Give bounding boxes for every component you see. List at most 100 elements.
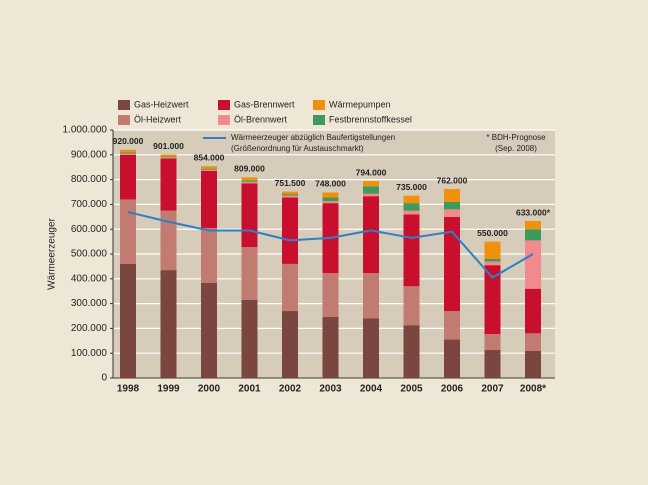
bar-segment: [444, 311, 460, 340]
x-tick-label: 2000: [198, 384, 221, 395]
legend-swatch: [313, 100, 325, 110]
x-tick-label: 1998: [117, 384, 140, 395]
legend-label: Festbrennstoffkessel: [329, 114, 412, 124]
bar-segment: [241, 181, 258, 184]
bar-segment: [282, 195, 298, 198]
bar-segment: [201, 169, 217, 171]
bar-segment: [160, 270, 177, 378]
note: * BDH-Prognose: [486, 133, 546, 142]
total-label: 748.000: [315, 179, 346, 189]
bar-segment: [282, 194, 298, 196]
bar-segment: [322, 192, 339, 198]
bar-segment: [120, 154, 136, 200]
bar-segment: [363, 186, 379, 194]
bar-segment: [160, 157, 177, 159]
legend-label: Öl-Heizwert: [134, 114, 182, 124]
total-label: 920.000: [113, 136, 144, 146]
bar-segment: [201, 168, 217, 170]
bar-segment: [241, 299, 258, 378]
bar-segment: [525, 333, 541, 351]
bar-segment: [484, 349, 501, 378]
bar-segment: [484, 265, 501, 335]
bar-segment: [282, 197, 298, 264]
bar-segment: [120, 199, 136, 264]
bar-segment: [322, 316, 339, 378]
bar-segment: [484, 241, 501, 259]
x-tick-label: 2008*: [520, 384, 546, 395]
total-label: 794.000: [356, 167, 387, 177]
total-label: 854.000: [194, 152, 225, 162]
bar-segment: [160, 154, 177, 157]
line-series: [127, 211, 534, 279]
bar-segment: [322, 201, 339, 204]
bar-segment: [525, 288, 541, 334]
y-axis-label: Wärmeerzeuger: [47, 217, 58, 289]
bar-segment: [525, 221, 541, 230]
bar-segment: [403, 210, 420, 215]
bar-segment: [403, 214, 420, 287]
bar-segment: [484, 261, 501, 266]
legend-swatch: [118, 115, 130, 125]
x-tick-label: 2007: [481, 384, 504, 395]
total-label: 901.000: [153, 141, 184, 151]
bar-segment: [241, 183, 258, 248]
x-tick-label: 2005: [400, 384, 423, 395]
bar-segment: [201, 227, 217, 284]
y-tick-label: 900.000: [71, 149, 108, 160]
bar-segment: [444, 189, 460, 202]
bar-segment: [403, 195, 420, 204]
x-tick-label: 1999: [157, 384, 180, 395]
bar-segment: [282, 263, 298, 312]
bar-segment: [363, 181, 379, 187]
legend-swatch: [218, 115, 230, 125]
bar-segment: [363, 273, 379, 319]
legend-label: Öl-Brennwert: [234, 114, 288, 124]
x-tick-label: 2001: [238, 384, 261, 395]
bar-segment: [241, 177, 258, 181]
bar-segment: [363, 318, 379, 378]
bar-segment: [201, 283, 217, 378]
bar-segment: [322, 273, 339, 317]
bar-segment: [403, 286, 420, 326]
y-tick-label: 600.000: [71, 224, 108, 235]
bar-segment: [484, 258, 501, 262]
total-label: 550.000: [477, 228, 508, 238]
bar-segment: [201, 170, 217, 228]
bar-segment: [444, 216, 460, 312]
legend-label: (Größenordnung für Austauschmarkt): [231, 144, 364, 153]
total-label: 751.500: [275, 178, 306, 188]
x-tick-label: 2004: [360, 384, 383, 395]
bar-segment: [160, 158, 177, 211]
bar-segment: [363, 196, 379, 274]
bar-segment: [444, 339, 460, 378]
y-tick-label: 200.000: [71, 323, 108, 334]
y-tick-label: 1.000.000: [63, 125, 108, 136]
bar-segment: [120, 153, 136, 155]
legend-swatch: [118, 100, 130, 110]
y-tick-label: 400.000: [71, 273, 108, 284]
bar-segment: [160, 156, 177, 158]
bar-segment: [322, 197, 339, 202]
bar-segment: [525, 229, 541, 241]
bar-segment: [120, 149, 136, 153]
total-label: 762.000: [437, 175, 468, 185]
bar-segment: [201, 166, 217, 169]
bar-segment: [403, 203, 420, 211]
legend-label: Gas-Heizwert: [134, 99, 189, 109]
legend-swatch: [313, 115, 325, 125]
note: (Sep. 2008): [495, 144, 537, 153]
legend-label: Gas-Brennwert: [234, 99, 295, 109]
x-tick-label: 2003: [319, 384, 342, 395]
bar-segment: [444, 201, 460, 210]
legend-label: Wärmepumpen: [329, 99, 391, 109]
y-tick-label: 500.000: [71, 249, 108, 260]
bar-segment: [525, 350, 541, 378]
y-tick-label: 700.000: [71, 199, 108, 210]
total-label: 735.000: [396, 182, 427, 192]
y-tick-label: 100.000: [71, 348, 108, 359]
legend-swatch: [218, 100, 230, 110]
bar-segment: [160, 210, 177, 271]
x-tick-label: 2002: [279, 384, 302, 395]
